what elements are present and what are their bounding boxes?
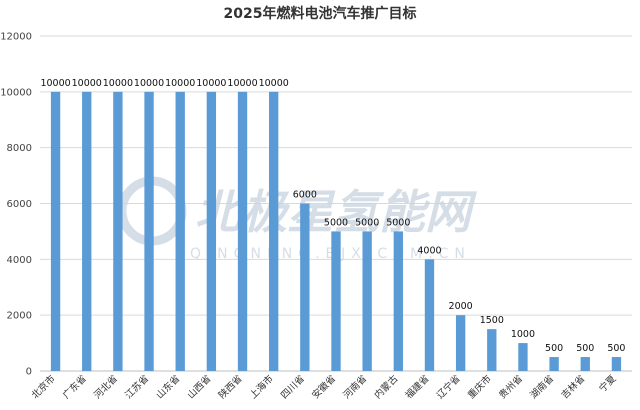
y-tick-label: 12000 bbox=[0, 32, 32, 43]
x-tick-label: 四川省 bbox=[278, 373, 307, 402]
data-label: 10000 bbox=[72, 78, 102, 89]
bar bbox=[50, 91, 61, 371]
x-tick-label: 辽宁省 bbox=[434, 373, 463, 402]
bar bbox=[82, 91, 92, 371]
bar bbox=[300, 203, 310, 371]
data-label: 500 bbox=[607, 343, 625, 354]
data-label: 10000 bbox=[227, 78, 257, 89]
data-label: 10000 bbox=[259, 78, 289, 89]
x-tick-label: 江苏省 bbox=[123, 373, 152, 402]
bar bbox=[113, 91, 123, 371]
watermark-text: 北极星氢能网 bbox=[195, 185, 477, 239]
data-label: 10000 bbox=[165, 78, 195, 89]
data-label: 10000 bbox=[134, 78, 164, 89]
data-label: 5000 bbox=[386, 217, 410, 228]
y-tick-label: 4000 bbox=[7, 255, 32, 266]
data-label: 1000 bbox=[511, 329, 535, 340]
data-label: 500 bbox=[545, 343, 563, 354]
x-tick-label: 河南省 bbox=[341, 373, 370, 402]
x-tick-label: 山西省 bbox=[185, 373, 214, 402]
data-label: 5000 bbox=[324, 217, 348, 228]
data-label: 10000 bbox=[40, 78, 70, 89]
bar bbox=[144, 91, 154, 371]
bar bbox=[237, 91, 248, 371]
data-label: 10000 bbox=[103, 78, 133, 89]
bar bbox=[455, 315, 466, 371]
bar bbox=[549, 357, 559, 371]
x-tick-label: 安徽省 bbox=[309, 373, 338, 402]
bar bbox=[175, 91, 185, 371]
chart-title: 2025年燃料电池汽车推广目标 bbox=[224, 5, 417, 22]
x-tick-label: 陕西省 bbox=[216, 373, 245, 402]
x-tick-label: 宁夏 bbox=[597, 372, 619, 394]
bar bbox=[269, 91, 279, 371]
data-label: 10000 bbox=[196, 78, 226, 89]
bar bbox=[362, 231, 372, 371]
x-tick-label: 北京市 bbox=[29, 372, 58, 401]
x-tick-label: 福建省 bbox=[403, 373, 432, 402]
data-label: 4000 bbox=[417, 245, 441, 256]
data-label: 500 bbox=[576, 343, 594, 354]
data-label: 5000 bbox=[355, 217, 379, 228]
bar bbox=[331, 231, 341, 371]
bars bbox=[50, 91, 622, 371]
bar bbox=[518, 343, 528, 371]
bar bbox=[206, 91, 217, 371]
x-tick-label: 广东省 bbox=[60, 373, 89, 402]
x-tick-label: 河北省 bbox=[91, 373, 120, 402]
bar bbox=[393, 231, 403, 371]
y-tick-label: 2000 bbox=[7, 311, 32, 322]
y-tick-label: 0 bbox=[26, 367, 32, 378]
bar bbox=[611, 357, 622, 371]
bar bbox=[424, 259, 435, 371]
y-tick-label: 10000 bbox=[0, 87, 32, 98]
data-label: 6000 bbox=[293, 190, 317, 201]
bar bbox=[487, 329, 497, 371]
bar bbox=[580, 357, 590, 371]
x-tick-label: 内蒙古 bbox=[372, 372, 401, 401]
x-tick-label: 山东省 bbox=[154, 373, 183, 402]
x-tick-label: 上海市 bbox=[247, 372, 276, 401]
x-tick-label: 吉林省 bbox=[559, 373, 588, 402]
x-tick-label: 重庆市 bbox=[465, 372, 494, 401]
y-tick-label: 6000 bbox=[7, 199, 32, 210]
y-tick-label: 8000 bbox=[7, 143, 32, 154]
data-label: 1500 bbox=[480, 315, 504, 326]
x-tick-label: 贵州省 bbox=[496, 373, 525, 402]
data-label: 2000 bbox=[449, 301, 473, 312]
x-tick-label: 湖南省 bbox=[528, 373, 557, 402]
